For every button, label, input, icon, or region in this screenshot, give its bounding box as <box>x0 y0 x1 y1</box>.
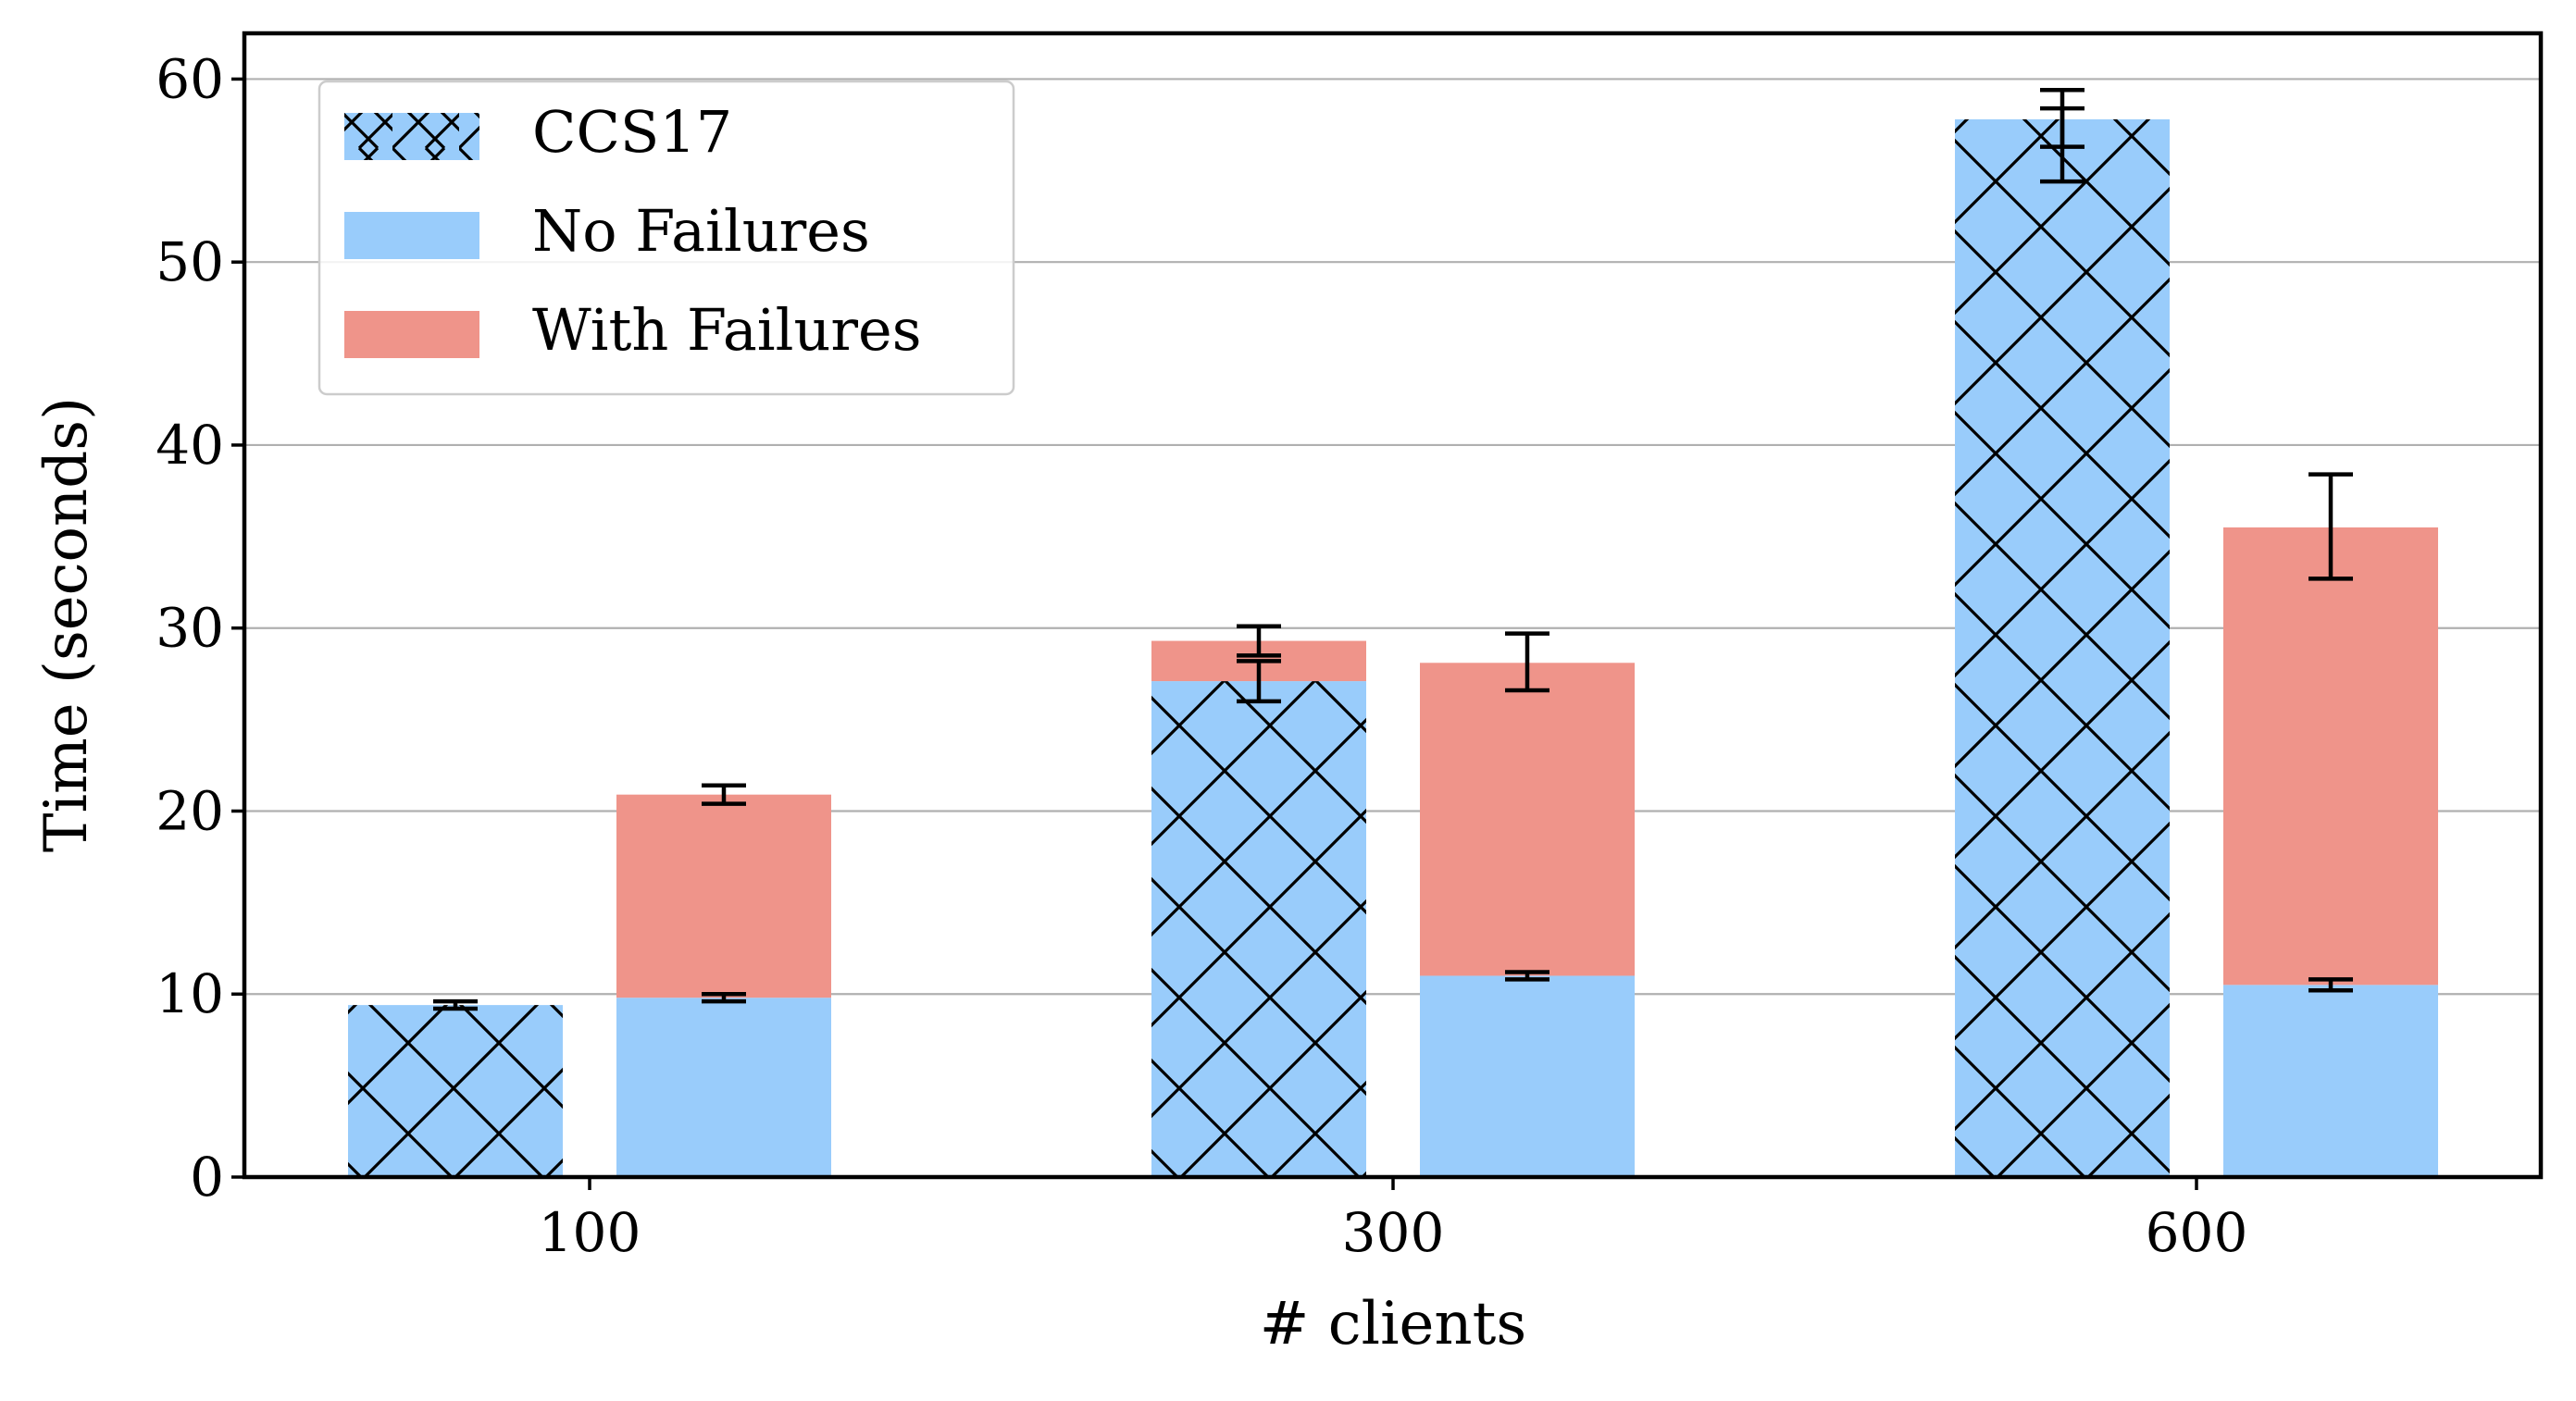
error-bar <box>1505 631 1549 693</box>
bar-with-failures <box>616 794 831 998</box>
legend-swatch <box>344 113 479 160</box>
x-axis-label: # clients <box>1260 1290 1526 1358</box>
x-tick-labels: 100 300 600 <box>539 1201 2248 1264</box>
y-tick-label: 10 <box>156 962 224 1025</box>
y-tick-label: 0 <box>190 1146 224 1209</box>
bar-no-failures <box>2223 985 2438 1177</box>
y-tick-label: 30 <box>156 597 224 660</box>
y-tick-label: 20 <box>156 779 224 842</box>
error-bars <box>433 88 2353 1011</box>
legend-label: CCS17 <box>532 98 732 166</box>
bar-ccs17 <box>1151 681 1366 1177</box>
bar-no-failures <box>616 998 831 1177</box>
axes <box>231 31 2544 1190</box>
error-bar <box>2040 105 2084 184</box>
error-bar <box>2308 472 2353 581</box>
legend-swatch <box>344 311 479 358</box>
error-bar <box>702 991 746 1004</box>
legend-label: With Failures <box>532 296 922 364</box>
error-bar <box>702 783 746 806</box>
error-bar <box>1505 970 1549 982</box>
legend-swatch <box>344 212 479 259</box>
y-tick-label: 60 <box>156 47 224 110</box>
y-tick-labels: 0 10 20 30 40 50 60 <box>156 47 224 1209</box>
legend: CCS17 No Failures With Failures <box>317 80 1015 396</box>
error-bar <box>433 998 478 1011</box>
legend-box <box>317 80 1015 396</box>
bar-with-failures <box>1420 663 1635 976</box>
x-tick-label: 100 <box>539 1201 641 1264</box>
x-tick-label: 300 <box>1342 1201 1445 1264</box>
legend-label: No Failures <box>532 197 870 265</box>
error-bar <box>2308 977 2353 993</box>
y-tick-label: 40 <box>156 414 224 477</box>
bar-ccs17 <box>1955 118 2170 1177</box>
y-axis-label: Time (seconds) <box>32 397 101 852</box>
bar-ccs17 <box>348 1005 563 1177</box>
error-bar <box>1237 624 1281 658</box>
y-tick-label: 50 <box>156 230 224 293</box>
error-bar <box>1237 659 1281 704</box>
bars <box>348 118 2438 1177</box>
bar-no-failures <box>1420 975 1635 1177</box>
x-tick-label: 600 <box>2146 1201 2248 1264</box>
bar-with-failures <box>2223 527 2438 986</box>
